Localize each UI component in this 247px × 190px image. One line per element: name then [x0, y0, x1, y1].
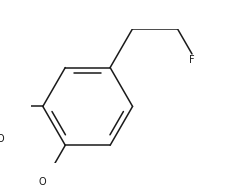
Text: O: O — [0, 134, 4, 144]
Text: O: O — [39, 177, 47, 187]
Text: F: F — [189, 55, 195, 65]
